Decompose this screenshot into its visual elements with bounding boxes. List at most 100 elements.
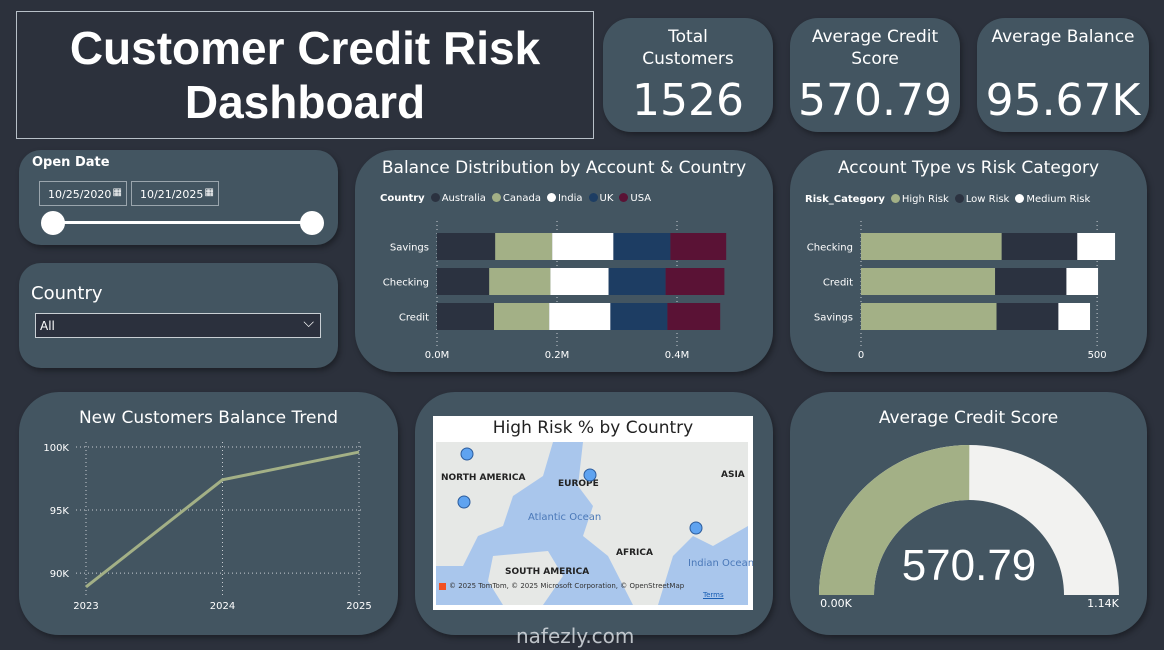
chart-title: Balance Distribution by Account & Countr… — [381, 158, 747, 178]
end-date-handle[interactable] — [300, 211, 324, 235]
risk-category-card: Account Type vs Risk Category Risk_Categ… — [790, 150, 1147, 372]
map-visual[interactable]: High Risk % by Country NORTH AMERICA EURO… — [433, 416, 753, 610]
chevron-down-icon: ⌵ — [303, 315, 314, 331]
map-bubble[interactable] — [583, 468, 597, 482]
x-tick-label: 2025 — [346, 601, 371, 612]
legend-dot — [890, 194, 900, 203]
x-tick-label: 0.4M — [665, 350, 690, 361]
map-region-label: Indian Ocean — [688, 558, 753, 569]
legend-item[interactable]: India — [546, 193, 583, 204]
y-category-label: Credit — [399, 313, 429, 324]
bar-segment — [613, 233, 671, 260]
start-date-handle[interactable] — [41, 211, 65, 235]
trend-line — [85, 450, 360, 589]
bar-segment — [437, 268, 490, 295]
start-date-value: 10/25/2020 — [48, 188, 112, 201]
kpi-label: Average Balance — [991, 27, 1135, 47]
date-range-track — [53, 221, 313, 224]
map-terms-link[interactable]: Terms — [703, 591, 724, 599]
y-category-label: Checking — [807, 243, 853, 254]
bar-segment — [437, 303, 494, 330]
legend-label: Low Risk — [965, 194, 1010, 205]
credit-score-gauge: 570.79 0.00K 1.14K — [819, 445, 1120, 610]
map-region-label: EUROPE — [558, 479, 599, 489]
kpi-average-balance: Average Balance 95.67K — [977, 18, 1149, 132]
bar-segment — [608, 268, 666, 295]
balance-trend-card: New Customers Balance Trend 90K 95K 100K 20… — [19, 392, 398, 635]
legend-item[interactable]: Low Risk — [954, 194, 1010, 205]
world-map[interactable]: NORTH AMERICA EUROPE ASIA Atlantic Ocean AFR… — [433, 416, 753, 610]
chart-title: Account Type vs Risk Category — [837, 158, 1100, 178]
legend-dot — [1015, 194, 1025, 203]
x-tick-label: 0.0M — [425, 350, 450, 361]
legend-item[interactable]: Medium Risk — [1015, 194, 1090, 205]
y-category-label: Credit — [823, 278, 853, 289]
country-slicer: Country All ⌵ — [19, 263, 338, 368]
kpi-value: 1526 — [632, 75, 744, 126]
bar-segment — [665, 268, 725, 295]
legend-label: Canada — [502, 193, 541, 204]
dropdown-value: All — [40, 319, 55, 333]
kpi-label: Average Credit Score — [811, 27, 939, 69]
legend-item[interactable]: High Risk — [890, 194, 949, 205]
legend-dot — [588, 193, 598, 202]
bar-segment — [995, 268, 1067, 295]
kpi-label: Total Customers — [642, 27, 734, 69]
bar-segment — [494, 303, 550, 330]
kpi-value: 95.67K — [985, 75, 1141, 126]
chart-legend: Country Australia Canada India UK USA — [380, 193, 651, 204]
balance-line-chart: 90K 95K 100K 2023 2024 2025 — [43, 442, 372, 612]
slicer-label: Country — [31, 283, 103, 304]
legend-item[interactable]: Canada — [491, 193, 541, 204]
y-tick-label: 90K — [50, 569, 70, 580]
y-category-label: Savings — [390, 243, 429, 254]
dashboard-title: Customer Credit Risk Dashboard — [69, 22, 541, 128]
bar-segment — [1058, 303, 1091, 330]
bar-segment — [861, 268, 996, 295]
bar-segment — [1001, 233, 1078, 260]
legend-label: High Risk — [901, 194, 949, 205]
legend-item[interactable]: Australia — [430, 193, 486, 204]
dashboard-title-box: Customer Credit Risk Dashboard — [16, 11, 594, 139]
map-attribution: © 2025 TomTom, © 2025 Microsoft Corporat… — [449, 582, 685, 590]
kpi-total-customers: Total Customers 1526 — [603, 18, 773, 132]
gauge-max-label: 1.14K — [1087, 597, 1119, 610]
bar-segment — [1066, 268, 1099, 295]
bar-segment — [610, 303, 668, 330]
slicer-label: Open Date — [32, 155, 110, 170]
legend-label: India — [557, 193, 583, 204]
legend-label: UK — [599, 193, 614, 204]
credit-score-gauge-card: Average Credit Score 570.79 0.00K 1.14K — [790, 392, 1147, 635]
x-tick-label: 2024 — [210, 601, 235, 612]
bar-segment — [861, 303, 997, 330]
calendar-icon[interactable]: ▦ — [112, 187, 122, 198]
y-category-label: Checking — [383, 278, 429, 289]
bar-segment — [996, 303, 1059, 330]
open-date-slicer: Open Date 10/25/2020 ▦ 10/21/2025 ▦ — [19, 150, 338, 245]
end-date-input[interactable]: 10/21/2025 ▦ — [131, 181, 219, 206]
start-date-input[interactable]: 10/25/2020 ▦ — [39, 181, 127, 206]
end-date-value: 10/21/2025 — [140, 188, 204, 201]
watermark: nafezly.com — [516, 624, 635, 648]
x-tick-label: 0.2M — [545, 350, 570, 361]
legend-dot — [619, 193, 629, 202]
legend-item[interactable]: USA — [619, 193, 651, 204]
country-dropdown[interactable]: All ⌵ — [35, 313, 321, 338]
map-bubble[interactable] — [457, 495, 471, 509]
legend-item[interactable]: UK — [588, 193, 614, 204]
bar-segment — [670, 233, 727, 260]
balance-distribution-card: Balance Distribution by Account & Countr… — [355, 150, 773, 372]
legend-label: Medium Risk — [1026, 194, 1091, 205]
bar-segment — [489, 268, 551, 295]
map-bubble[interactable] — [460, 447, 474, 461]
legend-dot — [954, 194, 964, 203]
calendar-icon[interactable]: ▦ — [204, 187, 214, 198]
chart-title: New Customers Balance Trend — [78, 408, 339, 428]
map-region-label: AFRICA — [616, 548, 653, 558]
chart-legend: Risk_Category High Risk Low Risk Medium Ris… — [805, 194, 1090, 205]
bar-segment — [437, 233, 496, 260]
y-tick-label: 95K — [50, 506, 70, 517]
microsoft-logo — [439, 583, 446, 590]
legend-dot — [546, 193, 556, 202]
map-bubble[interactable] — [689, 521, 703, 535]
